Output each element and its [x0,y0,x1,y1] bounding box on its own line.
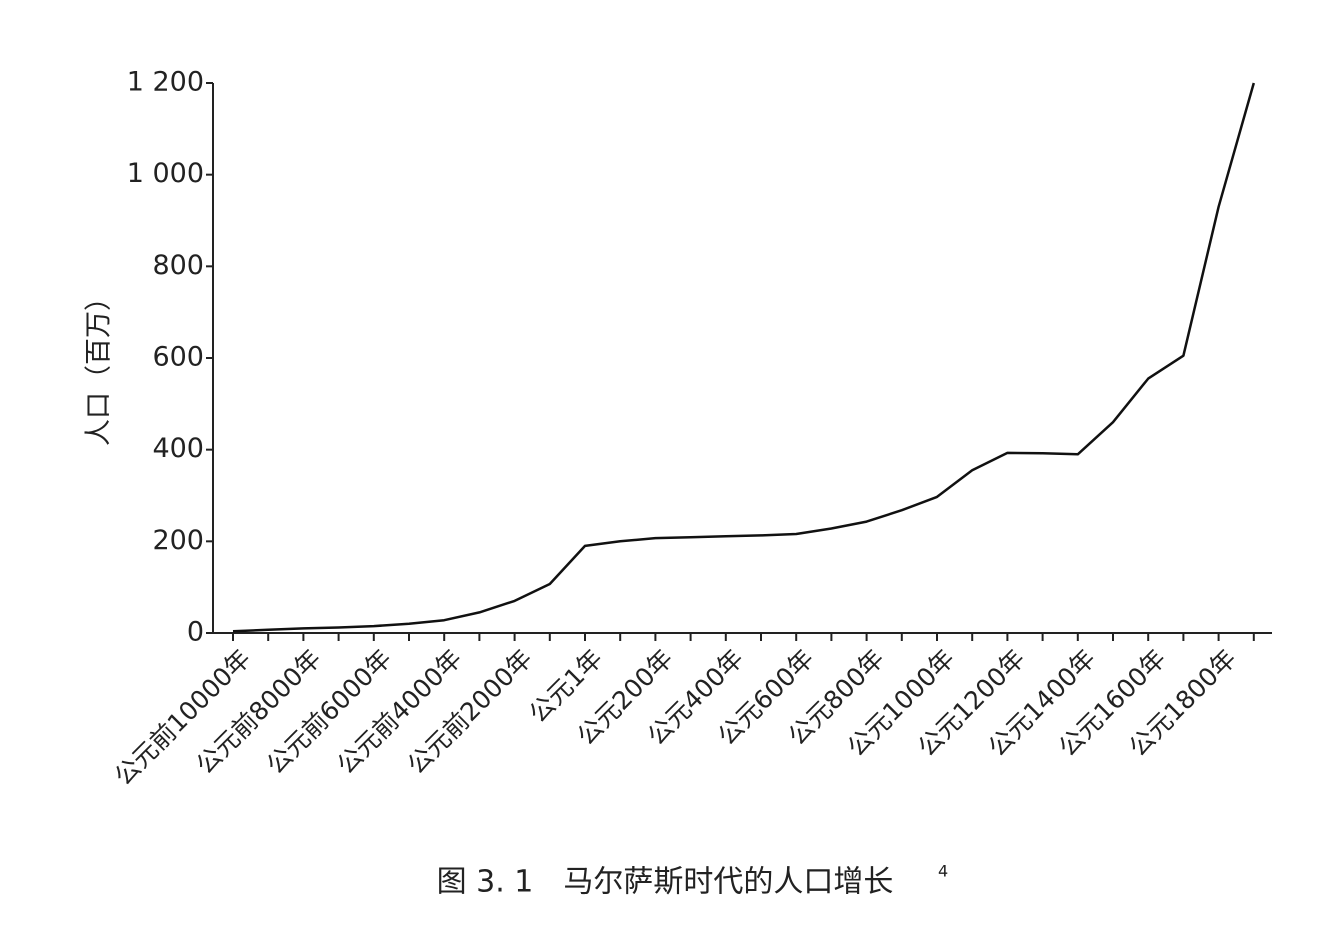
y-tick-label: 1 000 [127,158,204,189]
title-footnote: 4 [938,862,948,881]
x-tick-label: 公元前6000年 [261,644,397,780]
data-line [232,82,1256,633]
chart-title: 图 3. 1 马尔萨斯时代的人口增长 [437,865,894,900]
y-tick-label: 400 [152,433,204,464]
x-tick-label: 公元前4000年 [331,644,467,780]
y-tick-label: 800 [152,250,204,281]
y-axis-label: 人口（百万） [84,284,115,446]
y-tick-label: 600 [152,342,204,373]
x-tick-label: 公元前8000年 [190,644,326,780]
x-tick-label: 公元前2000年 [402,644,538,780]
y-tick-label: 200 [152,525,204,556]
y-tick-label: 1 200 [127,67,204,98]
y-tick-label: 0 [187,617,204,648]
